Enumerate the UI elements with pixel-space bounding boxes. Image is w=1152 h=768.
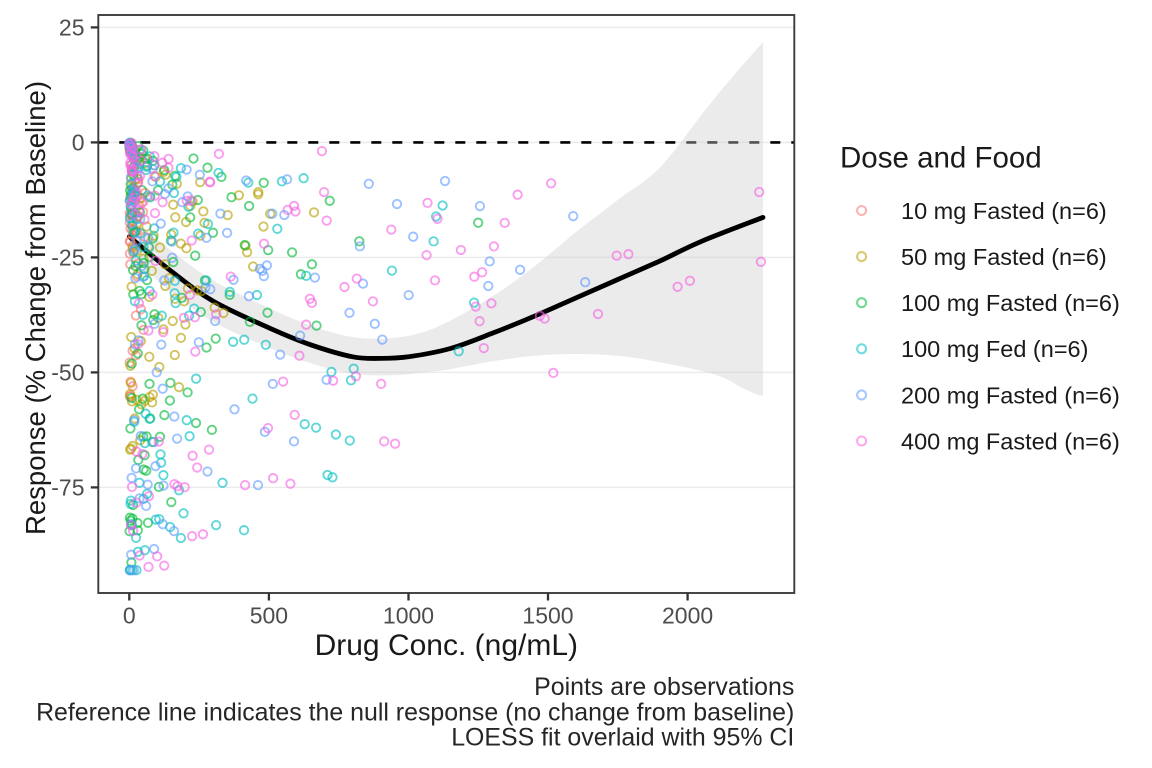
- svg-text:Response (% Change from Baseli: Response (% Change from Baseline): [20, 81, 51, 535]
- svg-text:-75: -75: [51, 475, 84, 501]
- svg-text:-50: -50: [51, 360, 84, 386]
- svg-text:Points are observations: Points are observations: [534, 673, 794, 701]
- svg-text:2000: 2000: [662, 603, 713, 629]
- svg-text:0: 0: [72, 130, 85, 156]
- svg-text:10 mg Fasted (n=6): 10 mg Fasted (n=6): [901, 198, 1107, 224]
- svg-text:1000: 1000: [383, 603, 434, 629]
- svg-text:-25: -25: [51, 245, 84, 271]
- svg-text:50 mg Fasted (n=6): 50 mg Fasted (n=6): [901, 244, 1107, 270]
- svg-text:1500: 1500: [522, 603, 573, 629]
- svg-text:100 mg Fed (n=6): 100 mg Fed (n=6): [901, 336, 1088, 362]
- svg-text:500: 500: [250, 603, 288, 629]
- svg-text:Drug Conc. (ng/mL): Drug Conc. (ng/mL): [315, 629, 578, 662]
- svg-text:LOESS fit overlaid with 95% CI: LOESS fit overlaid with 95% CI: [451, 723, 794, 751]
- svg-text:100 mg Fasted (n=6): 100 mg Fasted (n=6): [901, 290, 1120, 316]
- svg-text:0: 0: [123, 603, 136, 629]
- svg-text:25: 25: [59, 15, 85, 41]
- svg-text:400 mg Fasted (n=6): 400 mg Fasted (n=6): [901, 428, 1120, 454]
- svg-text:Dose and Food: Dose and Food: [840, 142, 1042, 175]
- svg-text:200 mg Fasted (n=6): 200 mg Fasted (n=6): [901, 382, 1120, 408]
- svg-text:Reference line indicates the n: Reference line indicates the null respon…: [36, 698, 794, 726]
